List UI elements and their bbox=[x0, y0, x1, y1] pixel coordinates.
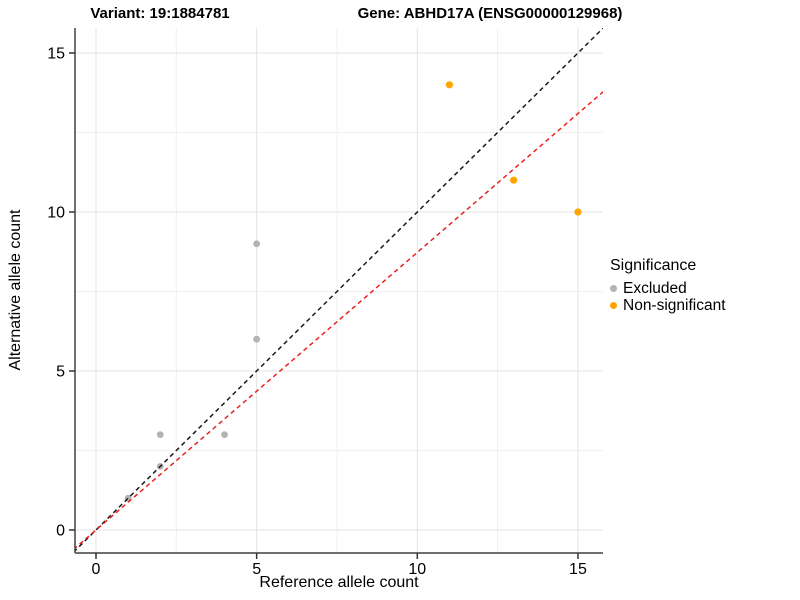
x-tick-label: 0 bbox=[92, 561, 101, 578]
y-tick-label: 10 bbox=[47, 205, 65, 222]
data-point-excluded bbox=[253, 240, 261, 248]
data-point-non-significant bbox=[574, 208, 582, 216]
legend-entry-label: Non-significant bbox=[623, 297, 726, 314]
data-point-non-significant bbox=[445, 81, 454, 89]
legend-entry-non-significant: Non-significant bbox=[610, 297, 726, 314]
data-point-excluded bbox=[253, 335, 261, 343]
x-tick-label: 5 bbox=[252, 561, 261, 578]
plot-title-gene: Gene: ABHD17A (ENSG00000129968) bbox=[357, 5, 623, 22]
y-tick-label: 0 bbox=[56, 523, 65, 540]
plot-title-variant: Variant: 19:1884781 bbox=[90, 5, 230, 22]
legend-entries: Excluded Non-significant bbox=[610, 280, 726, 314]
legend-dot-icon bbox=[610, 302, 617, 309]
data-point-excluded bbox=[221, 431, 228, 438]
legend: Significance Excluded Non-significant bbox=[610, 257, 726, 314]
y-tick-label: 15 bbox=[47, 46, 65, 63]
legend-dot-icon bbox=[610, 285, 617, 292]
legend-entry-excluded: Excluded bbox=[610, 280, 726, 297]
legend-entry-label: Excluded bbox=[623, 280, 687, 297]
x-tick-label: 15 bbox=[569, 561, 587, 578]
y-tick-label: 5 bbox=[56, 364, 65, 381]
data-point-non-significant bbox=[510, 176, 518, 184]
fit-line bbox=[75, 90, 603, 550]
identity-line bbox=[75, 28, 603, 552]
legend-title: Significance bbox=[610, 257, 697, 274]
x-tick-label: 10 bbox=[408, 561, 426, 578]
y-axis-label: Alternative allele count bbox=[7, 209, 24, 371]
data-point-excluded bbox=[156, 431, 164, 438]
x-axis-label: Reference allele count bbox=[259, 574, 419, 591]
